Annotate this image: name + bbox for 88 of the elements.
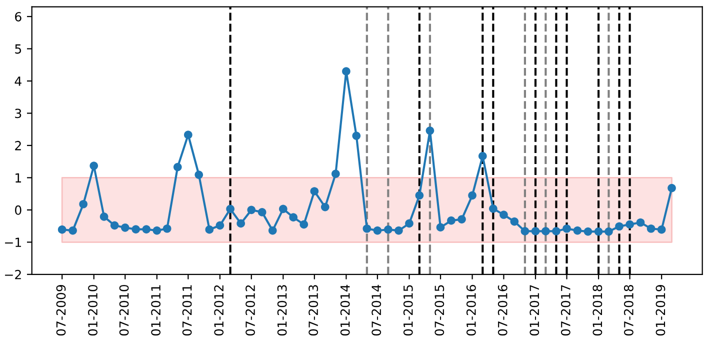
point (458, 215, 466, 224)
point (320, 202, 330, 212)
point (289, 213, 298, 222)
y-tick-label: 4 (14, 76, 22, 86)
point (173, 162, 182, 172)
x-tick-label: 01-2016 (466, 284, 476, 336)
x-tick-label: 07-2018 (624, 284, 634, 336)
point (500, 210, 508, 219)
point (362, 224, 372, 233)
point (636, 218, 645, 227)
point (79, 200, 88, 208)
point (258, 208, 266, 216)
point (426, 126, 434, 135)
point (626, 220, 634, 229)
x-tick-label: 07-2017 (560, 285, 570, 336)
point (100, 212, 108, 221)
x-tick-label: 07-2015 (434, 285, 444, 336)
point (552, 227, 560, 236)
y-tick-label: 5 (15, 44, 22, 54)
point (132, 225, 140, 234)
x-tick-label: 01-2017 (530, 285, 540, 336)
x-tick-label: 01-2018 (592, 284, 602, 336)
point (646, 224, 656, 233)
point (278, 204, 288, 214)
point (542, 227, 550, 236)
x-tick-label: 07-2012 (246, 285, 256, 336)
y-tick-label: 6 (15, 12, 22, 22)
point (573, 226, 582, 235)
point (162, 224, 172, 233)
x-tick-label: 01-2013 (277, 285, 287, 336)
point (531, 227, 540, 236)
point (510, 217, 519, 226)
point (352, 132, 361, 140)
point (562, 224, 571, 233)
x-tick-label: 07-2010 (119, 284, 129, 336)
point (384, 225, 392, 234)
point (520, 227, 530, 236)
x-tick-label: 07-2009 (56, 285, 66, 336)
x-tick-label: 07-2016 (498, 284, 508, 336)
point (236, 219, 246, 228)
point (205, 225, 214, 234)
point (247, 206, 256, 214)
point (68, 226, 77, 235)
point (194, 170, 204, 179)
point (373, 226, 382, 235)
point (405, 219, 414, 228)
point (120, 223, 130, 232)
y-tick-label: 1 (16, 173, 21, 182)
point (415, 191, 424, 200)
point (226, 204, 234, 214)
x-tick-label: 01-2010 (88, 284, 98, 336)
x-tick-label: 07-2014 (372, 284, 382, 336)
y-tick-label: 3 (15, 108, 22, 118)
x-tick-label: 01-2014 (340, 284, 350, 336)
y-tick-label: −1 (5, 238, 21, 247)
point (668, 184, 676, 192)
point (342, 67, 350, 76)
point (216, 221, 224, 230)
x-tick-label: 01-2011 (151, 285, 161, 336)
point (184, 130, 192, 139)
point (300, 220, 308, 229)
point (268, 226, 277, 235)
x-tick-label: 01-2012 (214, 285, 224, 336)
point (604, 227, 613, 236)
point (394, 226, 403, 235)
point (152, 226, 162, 235)
y-tick-label: 2 (15, 140, 21, 150)
point (478, 152, 487, 160)
point (331, 170, 340, 178)
point (657, 225, 666, 234)
point (110, 221, 119, 230)
point (58, 225, 66, 234)
y-tick-label: 0 (15, 205, 22, 215)
x-tick-label: 01-2019 (656, 285, 666, 336)
point (489, 204, 498, 213)
point (584, 227, 592, 236)
point (90, 162, 98, 170)
point (310, 187, 319, 196)
point (468, 191, 476, 200)
point (142, 225, 151, 234)
point (615, 222, 624, 231)
point (594, 227, 603, 236)
x-tick-label: 07-2011 (182, 285, 192, 336)
x-tick-label: 01-2015 (403, 285, 413, 336)
x-tick-label: 07-2013 (308, 285, 318, 336)
point (447, 216, 456, 225)
point (436, 223, 445, 232)
y-tick-label: −2 (5, 270, 21, 280)
